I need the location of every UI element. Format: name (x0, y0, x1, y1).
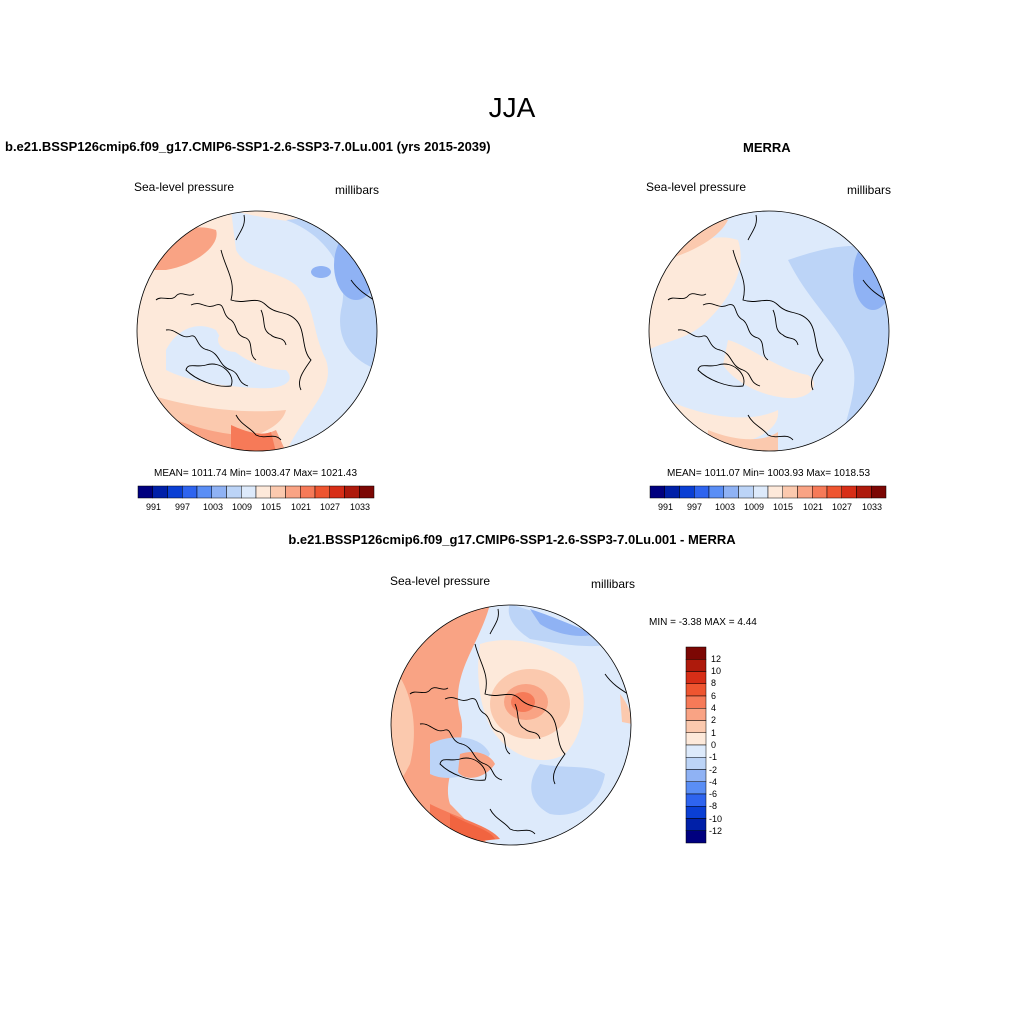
colorbar-box (241, 485, 257, 499)
colorbar-tick-label: 1009 (232, 502, 253, 512)
colorbar-box (708, 485, 724, 499)
colorbar-box (685, 830, 707, 844)
colorbar-box (685, 708, 707, 721)
colorbar-tick-label: 997 (687, 502, 703, 512)
colorbar-tick-label: 1033 (350, 502, 371, 512)
colorbar-tick-label: 997 (175, 502, 191, 512)
colorbar-box (694, 485, 710, 499)
colorbar-box (300, 485, 316, 499)
colorbar-tick-label: -10 (709, 814, 723, 824)
panel-1-units-label: millibars (335, 183, 380, 197)
colorbar-tick-label: 1021 (291, 502, 312, 512)
colorbar-tick-label: 8 (711, 678, 717, 688)
colorbar-tick-label: 0 (711, 740, 717, 750)
colorbar-box (797, 485, 813, 499)
colorbar-tick-label: 1027 (320, 502, 341, 512)
colorbar-box (767, 485, 783, 499)
colorbar-tick-label: -2 (709, 765, 718, 775)
panel-2-units-label: millibars (847, 183, 892, 197)
panel-3-variable-label: Sea-level pressure (390, 574, 491, 588)
colorbar-box (826, 485, 842, 499)
panel-3-units-label: millibars (591, 577, 636, 591)
panel-3-colorbar (685, 646, 707, 844)
colorbar-box (685, 732, 707, 746)
colorbar-box (685, 793, 707, 807)
colorbar-tick-label: 991 (146, 502, 162, 512)
panel-2-colorbar (649, 485, 887, 499)
colorbar-tick-label: 1033 (862, 502, 883, 512)
colorbar-box (344, 485, 360, 499)
colorbar-tick-label: 1027 (832, 502, 853, 512)
colorbar-box (841, 485, 857, 499)
panel-1-stats: MEAN= 1011.74 Min= 1003.47 Max= 1021.43 (154, 468, 358, 479)
colorbar-tick-label: 4 (711, 703, 717, 713)
colorbar-tick-label: 1015 (261, 502, 282, 512)
colorbar-box (685, 769, 707, 782)
panel-1-polar-map (136, 210, 378, 452)
panel-1-variable-label: Sea-level pressure (134, 180, 235, 194)
colorbar-box (137, 485, 153, 499)
colorbar-box (182, 485, 198, 499)
colorbar-tick-label: 6 (711, 691, 717, 701)
panel-3-polar-map (390, 604, 632, 846)
panel-2-polar-map (648, 210, 890, 452)
colorbar-box (685, 720, 707, 733)
panel-3-title: b.e21.BSSP126cmip6.f09_g17.CMIP6-SSP1-2.… (288, 532, 736, 547)
colorbar-box (856, 485, 872, 499)
colorbar-box (738, 485, 754, 499)
colorbar-box (753, 485, 769, 499)
colorbar-box (685, 806, 707, 819)
panel-2-variable-label: Sea-level pressure (646, 180, 747, 194)
colorbar-box (685, 781, 707, 795)
colorbar-box (685, 659, 707, 672)
colorbar-box (723, 485, 739, 499)
colorbar-box (285, 485, 301, 499)
colorbar-tick-label: -6 (709, 789, 718, 799)
colorbar-box (685, 818, 707, 831)
colorbar-box (782, 485, 798, 499)
colorbar-box (812, 485, 828, 499)
colorbar-box (685, 671, 707, 684)
panel-2-title: MERRA (743, 140, 791, 155)
colorbar-box (226, 485, 242, 499)
colorbar-tick-label: 1021 (803, 502, 824, 512)
colorbar-tick-label: 1003 (203, 502, 224, 512)
colorbar-tick-label: -4 (709, 777, 718, 787)
colorbar-box (685, 683, 707, 697)
colorbar-box (685, 695, 707, 709)
colorbar-box (685, 646, 707, 660)
colorbar-box (152, 485, 168, 499)
panel-2-stats: MEAN= 1011.07 Min= 1003.93 Max= 1018.53 (667, 468, 871, 479)
colorbar-tick-label: -12 (709, 826, 723, 836)
colorbar-box (871, 485, 887, 499)
colorbar-tick-label: -1 (709, 752, 718, 762)
colorbar-tick-label: 1009 (744, 502, 765, 512)
colorbar-tick-label: 1 (711, 728, 717, 738)
colorbar-box (211, 485, 227, 499)
panel-1-colorbar (137, 485, 375, 499)
colorbar-box (255, 485, 271, 499)
colorbar-box (685, 744, 707, 758)
colorbar-box (685, 757, 707, 770)
colorbar-tick-label: 12 (711, 654, 722, 664)
colorbar-box (664, 485, 680, 499)
panel-1-title: b.e21.BSSP126cmip6.f09_g17.CMIP6-SSP1-2.… (5, 139, 491, 154)
colorbar-box (329, 485, 345, 499)
colorbar-tick-label: 1003 (715, 502, 736, 512)
colorbar-tick-label: 10 (711, 666, 722, 676)
colorbar-tick-label: 2 (711, 715, 717, 725)
panel-3-stats: MIN = -3.38 MAX = 4.44 (649, 617, 757, 628)
colorbar-tick-label: -8 (709, 801, 718, 811)
colorbar-tick-label: 991 (658, 502, 674, 512)
colorbar-box (270, 485, 286, 499)
colorbar-box (359, 485, 375, 499)
colorbar-box (679, 485, 695, 499)
colorbar-box (196, 485, 212, 499)
colorbar-tick-label: 1015 (773, 502, 794, 512)
colorbar-box (167, 485, 183, 499)
figure-title: JJA (488, 92, 536, 123)
colorbar-box (649, 485, 665, 499)
colorbar-box (314, 485, 330, 499)
